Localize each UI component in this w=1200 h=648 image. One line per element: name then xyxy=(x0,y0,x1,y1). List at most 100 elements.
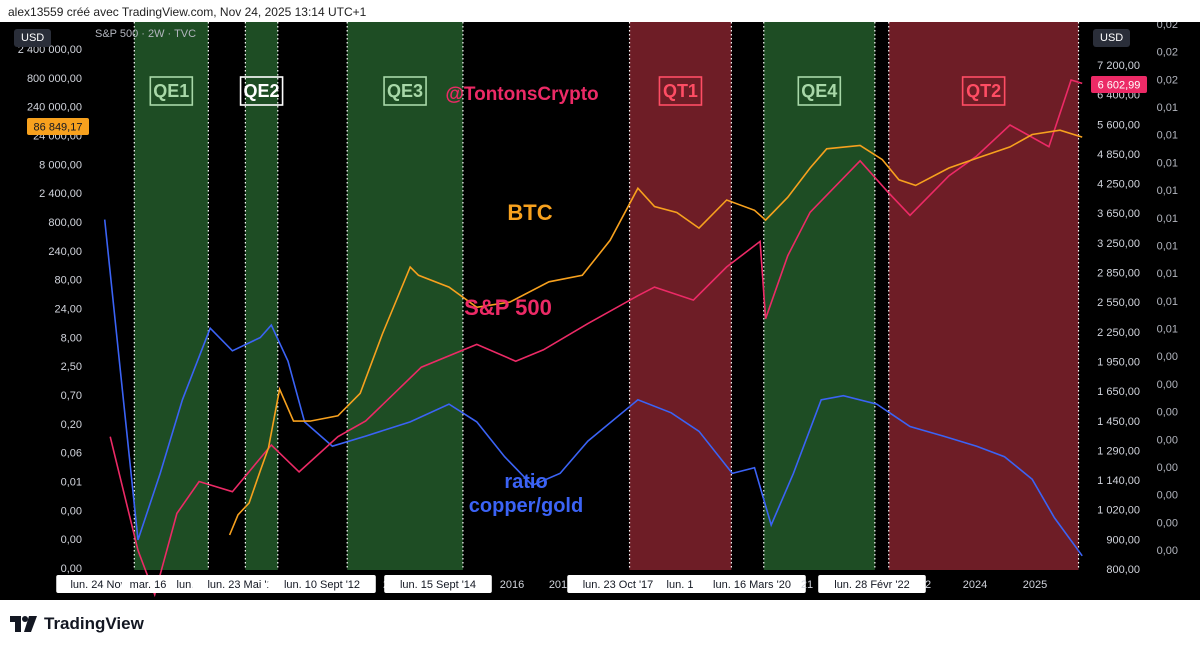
y-ratio-tick-label: 0,02 xyxy=(1157,74,1178,86)
y-right-tick-label: 2 850,00 xyxy=(1097,268,1140,280)
x-tick-label: lun. 28 Févr '22 xyxy=(834,579,909,591)
y-left-tick-label: 24,00 xyxy=(54,304,82,316)
x-tick-label: lun. 15 Sept '14 xyxy=(400,579,476,591)
period-band-qe3 xyxy=(347,22,463,570)
y-left-tick-label: 240 000,00 xyxy=(27,102,82,114)
period-label-box xyxy=(149,76,194,106)
period-label-box xyxy=(797,76,842,106)
y-ratio-tick-label: 0,02 xyxy=(1157,22,1178,31)
y-ratio-tick-label: 0,00 xyxy=(1157,434,1178,446)
y-left-tick-label: 2 400 000,00 xyxy=(18,44,82,56)
x-tick-label: 2024 xyxy=(963,579,987,591)
y-right-tick-label: 7 200,00 xyxy=(1097,60,1140,72)
spx-price-tag: 6 602,99 xyxy=(1098,80,1141,92)
x-tick-label: 2016 xyxy=(500,579,524,591)
y-ratio-tick-label: 0,00 xyxy=(1157,379,1178,391)
x-tick-box xyxy=(121,575,175,593)
y-right-tick-label: 2 250,00 xyxy=(1097,327,1140,339)
period-label: QE2 xyxy=(244,81,280,101)
y-right-tick-label: 1 950,00 xyxy=(1097,356,1140,368)
y-ratio-tick-label: 0,01 xyxy=(1157,130,1178,142)
y-right-tick-label: 1 140,00 xyxy=(1097,475,1140,487)
series-ratio-line xyxy=(103,219,1083,557)
y-ratio-tick-label: 0,01 xyxy=(1157,185,1178,197)
x-tick-label: mar. 16 xyxy=(130,579,167,591)
y-right-tick-label: 4 250,00 xyxy=(1097,179,1140,191)
y-ratio-tick-label: 0,01 xyxy=(1157,157,1178,169)
x-tick-box xyxy=(818,575,926,593)
btc-price-tag-box xyxy=(27,118,89,135)
chart-credit: alex13559 créé avec TradingView.com, Nov… xyxy=(8,5,367,19)
chart-svg: QE1 QE2 QE3 QT1 QE4 QT2 @TontonsCrypto BTC S&P … xyxy=(18,19,1178,598)
y-right-tick-label: 5 600,00 xyxy=(1097,119,1140,131)
y-ratio-tick-label: 0,00 xyxy=(1157,545,1178,557)
y-right-tick-label: 1 650,00 xyxy=(1097,386,1140,398)
y-ratio-tick-label: 0,00 xyxy=(1157,407,1178,419)
x-tick-label: 201 xyxy=(549,579,567,591)
period-label: QE4 xyxy=(801,81,837,101)
x-tick-box xyxy=(268,575,376,593)
y-left-tick-label: 0,20 xyxy=(61,419,82,431)
x-tick-label: 2025 xyxy=(1023,579,1047,591)
footer: TradingView xyxy=(0,600,1200,648)
y-right-tick-label: 1 290,00 xyxy=(1097,445,1140,457)
period-label-box xyxy=(961,76,1006,106)
x-tick-box xyxy=(384,575,492,593)
y-right-tick-label: 900,00 xyxy=(1106,534,1140,546)
x-tick-label: lun. 23 Oct '17 xyxy=(583,579,654,591)
period-label: QE1 xyxy=(153,81,189,101)
y-right-tick-label: 2 550,00 xyxy=(1097,297,1140,309)
series-name: S&P 500 · 2W · TVC xyxy=(95,28,197,40)
y-left-tick-label: 80,00 xyxy=(54,275,82,287)
period-label: QT2 xyxy=(966,81,1001,101)
x-tick-label: lun. 23 Mai '1 xyxy=(207,579,272,591)
y-ratio-tick-label: 0,00 xyxy=(1157,462,1178,474)
y-ratio-tick-label: 0,00 xyxy=(1157,490,1178,502)
x-tick-label: lun. 1 xyxy=(667,579,694,591)
x-tick-label: 2 xyxy=(925,579,931,591)
y-left-tick-label: 240,00 xyxy=(48,246,82,258)
y-ratio-tick-label: 0,01 xyxy=(1157,324,1178,336)
period-label: QT1 xyxy=(663,81,698,101)
y-ratio-tick-label: 0,01 xyxy=(1157,213,1178,225)
currency-right-button[interactable]: USD xyxy=(1093,29,1131,47)
btc-price-tag: 86 849,17 xyxy=(34,122,83,134)
y-left-tick-label: 2 400,00 xyxy=(39,188,82,200)
y-right-tick-label: 800,00 xyxy=(1106,564,1140,576)
x-tick-label: lun. 10 Sept '12 xyxy=(284,579,360,591)
y-ratio-tick-label: 0,01 xyxy=(1157,102,1178,114)
annotation-spx: S&P 500 xyxy=(464,295,552,320)
y-left-tick-label: 2,50 xyxy=(61,361,82,373)
chart-area[interactable]: USD S&P 500 · 2W · TVC USD QE1 QE2 QE3 QT1 Q… xyxy=(0,19,1200,600)
x-tick-label: lun. 16 Mars '20 xyxy=(713,579,791,591)
annotation-copper-gold: copper/gold xyxy=(469,495,583,517)
y-right-tick-label: 3 250,00 xyxy=(1097,238,1140,250)
series-spx-line xyxy=(109,79,1083,598)
series-btc-line xyxy=(228,129,1083,536)
period-label-box xyxy=(658,76,703,106)
currency-left-button[interactable]: USD xyxy=(14,29,52,47)
tradingview-logo[interactable]: TradingView xyxy=(10,614,144,634)
period-band-qt2 xyxy=(888,22,1079,570)
y-ratio-tick-label: 0,01 xyxy=(1157,268,1178,280)
spx-price-tag-box xyxy=(1091,76,1147,93)
y-left-tick-label: 8 000,00 xyxy=(39,159,82,171)
annotation-ratio: ratio xyxy=(504,471,547,493)
y-ratio-tick-label: 0,02 xyxy=(1157,47,1178,59)
y-ratio-tick-label: 0,00 xyxy=(1157,517,1178,529)
y-right-tick-label: 1 020,00 xyxy=(1097,505,1140,517)
y-left-tick-label: 8,00 xyxy=(61,332,82,344)
y-right-tick-label: 4 850,00 xyxy=(1097,149,1140,161)
period-band-qe4 xyxy=(763,22,875,570)
y-left-tick-label: 0,00 xyxy=(61,563,82,575)
x-tick-box xyxy=(567,575,669,593)
y-ratio-tick-label: 0,01 xyxy=(1157,296,1178,308)
x-tick-box xyxy=(656,575,704,593)
y-left-tick-label: 0,01 xyxy=(61,477,82,489)
tradingview-icon xyxy=(10,616,37,632)
y-ratio-tick-label: 0,00 xyxy=(1157,351,1178,363)
y-right-tick-label: 1 450,00 xyxy=(1097,416,1140,428)
period-band-qe1 xyxy=(134,22,209,570)
y-right-tick-label: 3 650,00 xyxy=(1097,208,1140,220)
period-label-box xyxy=(239,76,284,106)
